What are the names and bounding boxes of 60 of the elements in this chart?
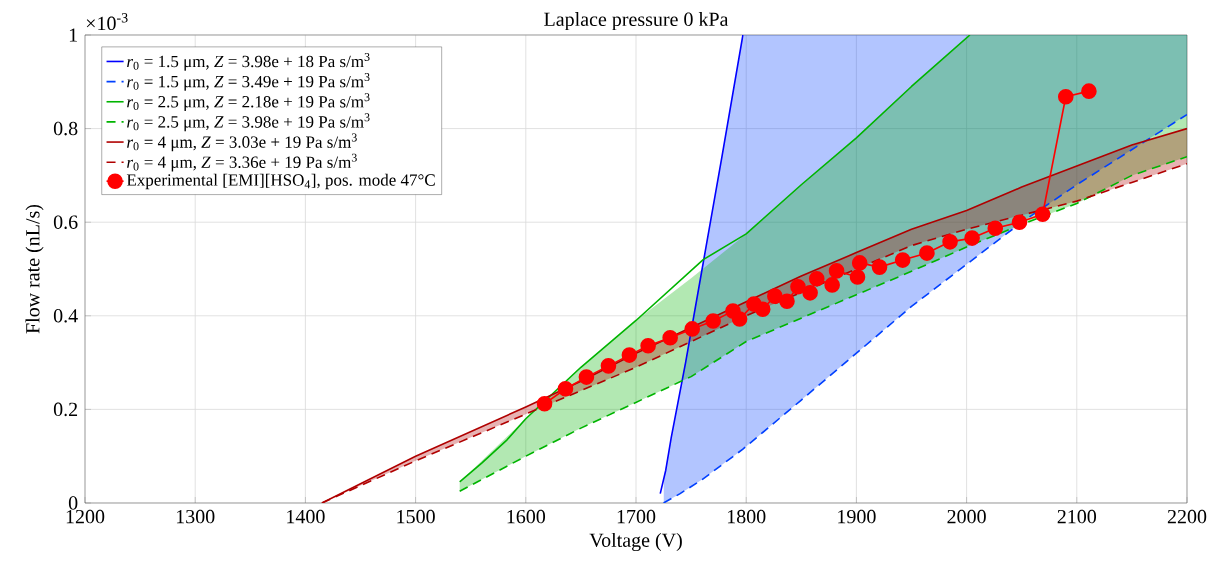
point: [828, 263, 845, 279]
y-tick-label: 0: [68, 496, 78, 510]
point: [684, 321, 700, 337]
x-tick-label: 1400: [287, 509, 325, 524]
point: [1011, 214, 1028, 230]
x-tick-label: 1600: [507, 509, 546, 524]
x-tick-label: 1200: [66, 509, 105, 524]
legend-label: r$_{0}$ = 2.5 μm, Z = 2.18e + 19 Pa s/m$^{3}$: [127, 93, 370, 111]
point: [578, 369, 595, 385]
point: [871, 259, 888, 275]
y-tick-label: 0.6: [53, 215, 78, 229]
x-tick-label: 2000: [947, 509, 986, 524]
x-tick-label: 2100: [1057, 509, 1097, 524]
y-tick-label: 1: [69, 28, 77, 42]
x-tick-label: 1500: [397, 509, 435, 524]
point: [1034, 206, 1051, 223]
point: [705, 313, 721, 329]
legend-label: Experimental [EMI][HSO$_{4}$], pos. mode 47°C: [126, 173, 435, 190]
x-tick-label: 1900: [838, 509, 876, 524]
point: [849, 269, 866, 285]
line-series: [458, 34, 971, 483]
point: [987, 220, 1004, 237]
chart-title: Laplace pressure 0 kPa: [544, 11, 729, 31]
point: [731, 311, 748, 327]
y-tick-label: 0.4: [53, 309, 78, 323]
point: [894, 252, 911, 268]
point: [536, 395, 553, 412]
point: [1081, 83, 1097, 99]
point: [1057, 88, 1074, 105]
legend-label: r$_{0}$ = 1.5 μm, Z = 3.98e + 18 Pa s/m$^{3}$: [127, 52, 370, 71]
point: [640, 337, 656, 354]
point: [662, 329, 678, 346]
point: [600, 358, 617, 374]
x-tick-label: 1800: [727, 509, 766, 524]
point: [942, 234, 958, 250]
point: [808, 271, 825, 287]
y-tick-label: 0.8: [53, 121, 78, 136]
x-axis-title: Voltage (V): [589, 532, 682, 552]
point: [824, 277, 840, 293]
point: [964, 230, 980, 246]
point: [851, 255, 868, 271]
point: [919, 245, 935, 261]
point: [790, 278, 806, 295]
legend-label: r$_{0}$ = 4 μm, Z = 3.36e + 19 Pa s/m$^{3}$: [127, 153, 357, 172]
point: [621, 347, 638, 363]
y-axis-title: Flow rate (nL/s): [25, 204, 44, 334]
point: [754, 301, 771, 318]
x-tick-label: 1700: [617, 509, 656, 524]
legend-label: r$_{0}$ = 2.5 μm, Z = 3.98e + 19 Pa s/m$^{3}$: [127, 113, 370, 132]
legend-label: r$_{0}$ = 4 μm, Z = 3.03e + 19 Pa s/m$^{3}$: [127, 133, 357, 152]
point: [767, 288, 783, 304]
x-tick-label: 2200: [1167, 509, 1207, 524]
legend-label: r$_{0}$ = 1.5 μm, Z = 3.49e + 19 Pa s/m$^{3}$: [127, 73, 370, 91]
point: [802, 285, 818, 301]
text: ×10$^{-3}$: [86, 13, 128, 31]
line-series: [659, 34, 744, 495]
point: [779, 293, 795, 310]
y-tick-label: 0.2: [53, 402, 78, 417]
point: [557, 380, 574, 397]
x-tick-label: 1300: [176, 509, 215, 524]
